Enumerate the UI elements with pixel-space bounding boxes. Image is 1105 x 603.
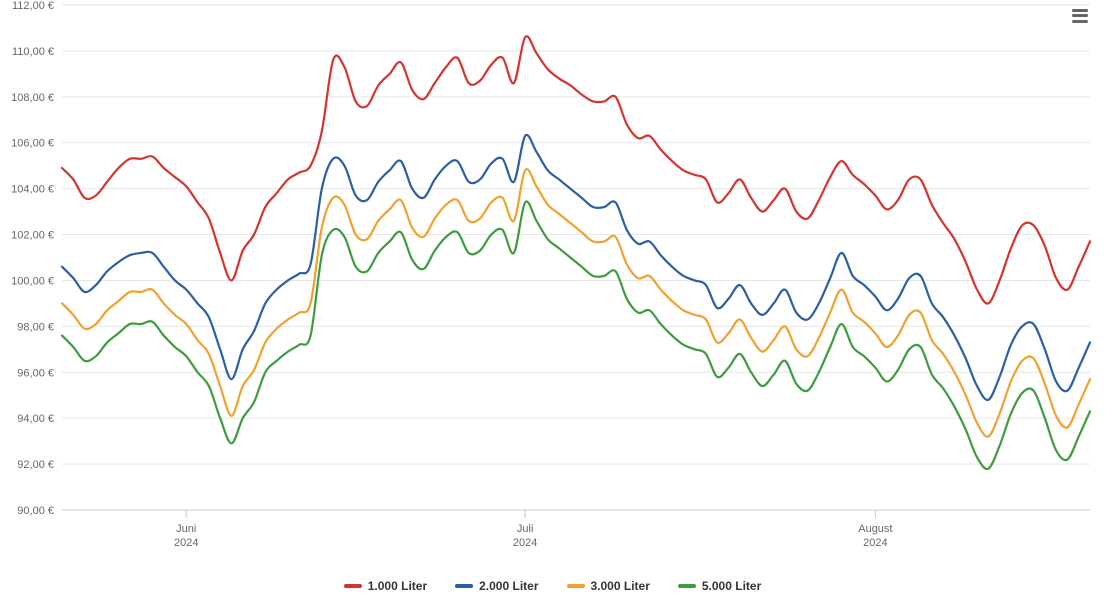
svg-text:112,00 €: 112,00 € [12, 0, 54, 12]
svg-text:Juni: Juni [176, 523, 196, 535]
series-line [62, 169, 1090, 437]
legend-item[interactable]: 3.000 Liter [567, 579, 650, 593]
svg-text:104,00 €: 104,00 € [11, 184, 54, 196]
svg-text:110,00 €: 110,00 € [12, 46, 54, 58]
svg-text:94,00 €: 94,00 € [17, 413, 54, 425]
price-chart: 90,00 € 92,00 € 94,00 € 96,00 € 98,00 € 100,0… [0, 0, 1105, 603]
legend-swatch [678, 584, 696, 588]
legend-item[interactable]: 1.000 Liter [344, 579, 427, 593]
svg-text:108,00 €: 108,00 € [11, 92, 54, 104]
legend-swatch [567, 584, 585, 588]
legend-item[interactable]: 5.000 Liter [678, 579, 761, 593]
legend-swatch [455, 584, 473, 588]
legend-item[interactable]: 2.000 Liter [455, 579, 538, 593]
legend-label: 2.000 Liter [479, 579, 538, 593]
legend-label: 3.000 Liter [591, 579, 650, 593]
svg-text:90,00 €: 90,00 € [17, 505, 54, 517]
svg-text:Juli: Juli [517, 523, 534, 535]
chart-legend: 1.000 Liter 2.000 Liter 3.000 Liter 5.000 L… [0, 579, 1105, 593]
svg-text:106,00 €: 106,00 € [11, 138, 54, 150]
svg-text:98,00 €: 98,00 € [17, 321, 54, 333]
legend-swatch [344, 584, 362, 588]
svg-text:2024: 2024 [863, 537, 887, 549]
svg-text:2024: 2024 [174, 537, 198, 549]
svg-text:100,00 €: 100,00 € [11, 275, 54, 287]
svg-text:96,00 €: 96,00 € [17, 367, 54, 379]
chart-canvas: 90,00 € 92,00 € 94,00 € 96,00 € 98,00 € 100,0… [0, 0, 1105, 603]
legend-label: 5.000 Liter [702, 579, 761, 593]
legend-label: 1.000 Liter [368, 579, 427, 593]
svg-text:92,00 €: 92,00 € [17, 459, 54, 471]
svg-text:August: August [858, 523, 892, 535]
chart-menu-button[interactable] [1069, 6, 1091, 26]
svg-text:2024: 2024 [513, 537, 537, 549]
svg-text:102,00 €: 102,00 € [11, 230, 54, 242]
series-line [62, 135, 1090, 400]
